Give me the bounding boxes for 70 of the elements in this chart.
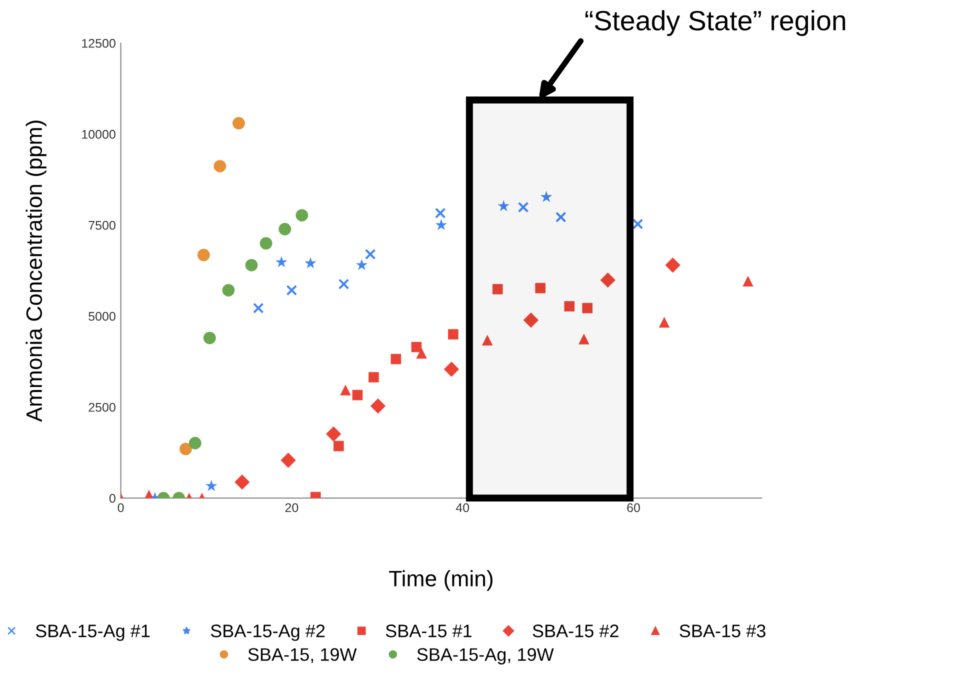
point — [411, 342, 422, 352]
x-tick-label: 20 — [285, 503, 298, 512]
point — [482, 334, 493, 346]
point — [338, 278, 350, 290]
y-axis-title: Ammonia Concentration (ppm) — [26, 120, 46, 422]
point — [245, 258, 258, 272]
point — [203, 332, 216, 344]
y-tick-label: 2500 — [88, 402, 116, 412]
point — [188, 436, 202, 450]
point — [340, 384, 351, 396]
y-tick-label: 0 — [109, 494, 116, 503]
legend-label: SBA-15 #3 — [680, 624, 766, 638]
point — [370, 398, 386, 414]
legend-label: SBA-15-Ag, 19W — [417, 648, 554, 664]
y-tick-label: 10000 — [82, 130, 116, 139]
point — [304, 257, 316, 268]
point — [278, 222, 292, 236]
point — [600, 272, 616, 288]
point — [334, 440, 344, 452]
legend-label: SBA-15 #1 — [386, 624, 472, 638]
point — [356, 258, 368, 270]
legend-label: SBA-15, 19W — [248, 648, 357, 664]
point — [535, 282, 546, 294]
point — [368, 372, 379, 382]
point — [498, 200, 510, 212]
point — [444, 362, 460, 377]
point — [286, 284, 298, 296]
point — [234, 474, 250, 490]
x-tick-label: 60 — [627, 503, 640, 512]
point — [555, 212, 566, 223]
point — [492, 284, 503, 294]
point — [416, 348, 427, 359]
point — [435, 218, 448, 230]
point — [448, 329, 458, 340]
legend-label: SBA-15-Ag #2 — [210, 624, 325, 641]
point — [252, 302, 264, 314]
y-tick-label: 5000 — [88, 312, 116, 321]
y-tick-label: 12500 — [82, 38, 116, 48]
point — [232, 116, 245, 130]
band-label: “Steady State” region — [585, 10, 846, 36]
point — [352, 390, 363, 400]
x-axis-title: Time (min) — [389, 570, 493, 591]
point — [540, 190, 552, 202]
point — [632, 218, 644, 230]
point — [180, 442, 192, 456]
point — [276, 256, 288, 268]
point — [523, 312, 539, 328]
point — [582, 302, 592, 314]
y-tick-label: 7500 — [88, 220, 116, 230]
point — [222, 284, 235, 296]
legend-label: SBA-15 #2 — [532, 624, 618, 638]
point — [658, 316, 670, 328]
point — [390, 354, 402, 364]
point — [197, 248, 210, 262]
x-tick-label: 0 — [118, 503, 124, 512]
point — [518, 202, 529, 213]
point — [434, 208, 446, 219]
x-tick-label: 40 — [456, 503, 470, 512]
point — [578, 334, 590, 344]
point — [665, 258, 680, 273]
point — [564, 301, 575, 312]
point — [742, 276, 754, 287]
point — [205, 480, 218, 492]
point — [280, 452, 296, 468]
point — [260, 237, 272, 250]
point — [326, 426, 342, 442]
point — [296, 209, 308, 222]
point — [214, 160, 226, 172]
legend-label: SBA-15-Ag #1 — [36, 624, 150, 641]
point — [364, 248, 376, 260]
